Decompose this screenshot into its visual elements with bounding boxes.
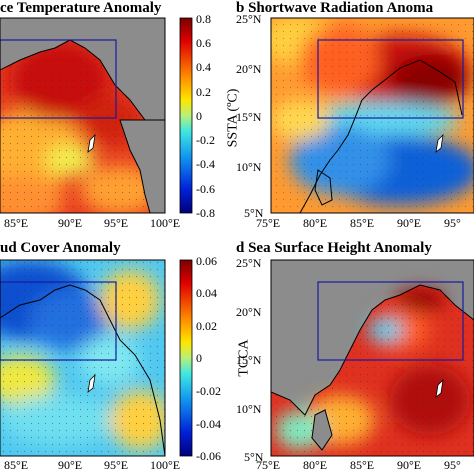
panel-d-map	[271, 260, 474, 456]
panel-b-ytick: 20°N	[236, 62, 262, 76]
colorbar-ssta-label: 0.8	[196, 12, 211, 26]
panel-c-xtick: 90°E	[58, 458, 83, 472]
panel-b-ytick: 5°N	[244, 206, 264, 220]
colorbar-ssta-label: -0.4	[196, 157, 215, 171]
colorbar-tcca-label: -0.02	[196, 384, 221, 398]
colorbar-tcca-title: TCCA	[236, 339, 252, 377]
panel-b-frame	[270, 17, 474, 214]
panel-b-ytick: 25°N	[236, 12, 262, 26]
panel-c-xtick: 85°E	[4, 458, 29, 472]
panel-b-xtick: 95°	[444, 216, 461, 230]
panel-b-map	[271, 18, 474, 213]
panel-d-frame	[270, 259, 474, 457]
panel-d-xtick: 95°	[444, 458, 461, 472]
colorbar-ssta	[179, 17, 193, 214]
panel-a-xtick: 100°E	[150, 216, 181, 230]
panel-b-xtick: 75°E	[256, 216, 281, 230]
panel-d-xtick: 75°E	[256, 458, 281, 472]
panel-d-xtick: 80°E	[303, 458, 328, 472]
colorbar-tcca	[179, 259, 193, 457]
panel-d-title: d Sea Surface Height Anomaly	[236, 240, 432, 256]
colorbar-tcca-label: -0.06	[196, 449, 221, 463]
panel-a-xtick: 95°E	[104, 216, 129, 230]
panel-b-xtick: 80°E	[303, 216, 328, 230]
panel-b-xtick: 90°E	[397, 216, 422, 230]
panel-d-ytick: 15°N	[236, 353, 262, 367]
panel-c-title: ud Cover Anomaly	[0, 240, 121, 256]
panel-c-frame	[0, 259, 166, 457]
panel-b-ytick: 15°N	[236, 110, 262, 124]
colorbar-ssta-label: 0.2	[196, 85, 211, 99]
colorbar-ssta-label: 0	[196, 109, 202, 123]
panel-d-ytick: 20°N	[236, 305, 262, 319]
panel-b-title: b Shortwave Radiation Anoma	[236, 0, 434, 16]
panel-b-xtick: 85°E	[350, 216, 375, 230]
panel-b-ytick: 10°N	[236, 160, 262, 174]
panel-d-ytick: 5°N	[244, 450, 264, 464]
panel-d-xtick: 90°E	[397, 458, 422, 472]
panel-a-frame	[0, 17, 166, 214]
panel-a-title: ce Temperature Anomaly	[0, 0, 162, 16]
panel-c-map	[0, 260, 165, 456]
colorbar-ssta-label: 0.4	[196, 60, 211, 74]
panel-d-ytick: 25°N	[236, 256, 262, 270]
panel-d-ytick: 10°N	[236, 402, 262, 416]
colorbar-ssta-label: -0.6	[196, 182, 215, 196]
panel-d-xtick: 85°E	[350, 458, 375, 472]
colorbar-tcca-label: 0.04	[196, 286, 217, 300]
colorbar-ssta-label: 0.6	[196, 36, 211, 50]
panel-a-map	[0, 18, 165, 213]
colorbar-tcca-label: 0	[196, 351, 202, 365]
colorbar-tcca-label: -0.04	[196, 417, 221, 431]
colorbar-tcca-label: 0.02	[196, 319, 217, 333]
panel-a-xtick: 90°E	[58, 216, 83, 230]
colorbar-tcca-label: 0.06	[196, 254, 217, 268]
panel-c-xtick: 100°E	[150, 458, 181, 472]
panel-a-xtick: 85°E	[4, 216, 29, 230]
colorbar-ssta-label: -0.8	[196, 206, 215, 220]
colorbar-ssta-title: SSTA (ºC)	[225, 88, 241, 148]
colorbar-ssta-label: -0.2	[196, 133, 215, 147]
panel-c-xtick: 95°E	[104, 458, 129, 472]
